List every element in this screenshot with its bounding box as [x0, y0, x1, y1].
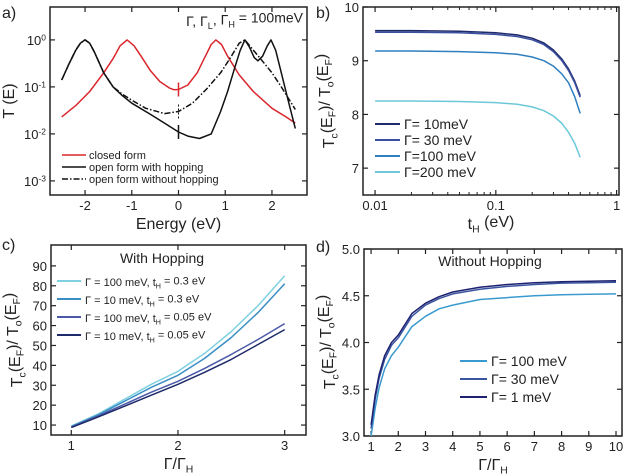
- legend: [57, 280, 81, 336]
- series-line-3: [71, 328, 286, 429]
- panel-title: Without Hopping: [438, 253, 542, 269]
- x-tick-label: 10: [609, 439, 623, 454]
- x-tick-label: 1: [68, 438, 75, 453]
- legend-label: Γ = 10 meV, tH​ = 0.05 eV: [85, 330, 206, 345]
- x-tick-label: 8: [558, 439, 565, 454]
- panel-label: d): [316, 239, 330, 256]
- series-line-2: [61, 39, 296, 115]
- plot-frame: [362, 6, 620, 196]
- series-line-0: [61, 39, 296, 124]
- x-axis-label: Γ/ΓH​: [478, 457, 508, 476]
- y-tick-label: 70: [33, 299, 47, 314]
- y-tick-label: 20: [33, 398, 47, 413]
- legend-label: Γ= 30 meV: [404, 132, 473, 148]
- y-tick-label: 10-1​: [24, 79, 46, 95]
- x-tick-label: 3: [422, 439, 429, 454]
- x-tick-label: 2: [268, 198, 275, 213]
- y-tick-label: 10-2​: [24, 126, 46, 142]
- y-tick-label: 3.5: [342, 382, 360, 397]
- panel-label: b): [316, 5, 330, 22]
- panel-label: c): [2, 237, 15, 254]
- x-tick-label: 2: [395, 439, 402, 454]
- legend-label: Γ = 100 meV, tH​ = 0.3 eV: [85, 276, 206, 291]
- panel-b: b): [316, 5, 620, 196]
- legend: [460, 360, 487, 398]
- panel-a: a): [2, 5, 308, 196]
- series-group: [61, 39, 297, 140]
- legend-label: Γ= 1 meV: [491, 389, 552, 405]
- legend-label: Γ=100 meV: [404, 148, 477, 164]
- y-tick-label: 80: [33, 279, 47, 294]
- x-tick-label: -2: [79, 198, 91, 213]
- legend-label: Γ = 10 meV, tH​ = 0.3 eV: [85, 294, 200, 309]
- series-line-1: [375, 31, 581, 98]
- legend: [375, 123, 400, 173]
- series-group: [370, 280, 617, 436]
- series-group: [70, 275, 286, 429]
- plot-frame: [363, 248, 623, 437]
- x-tick-label: 1: [613, 198, 620, 213]
- y-tick-label: 40: [33, 358, 47, 373]
- x-tick-label: -1: [126, 198, 138, 213]
- panel-label: a): [2, 5, 16, 22]
- y-tick-label: 4.5: [342, 289, 360, 304]
- x-tick-label: 5: [476, 439, 483, 454]
- series-line-1: [71, 283, 286, 428]
- x-axis-label: tH​ (eV): [468, 214, 515, 236]
- legend-label: Γ = 100 meV, tH​ = 0.05 eV: [85, 312, 212, 327]
- y-tick-label: 10: [33, 418, 47, 433]
- series-line-3: [375, 100, 581, 158]
- x-tick-label: 2: [174, 438, 181, 453]
- annotation: Γ, ΓL​, ΓH​ = 100meV: [186, 10, 304, 32]
- series-line-2: [370, 280, 617, 425]
- series-line-2: [375, 50, 581, 114]
- x-tick-label: 0: [175, 198, 182, 213]
- legend-label: Γ= 10meV: [404, 116, 469, 132]
- x-axis-label: Γ/ΓH​: [164, 456, 194, 476]
- y-tick-label: 5.0: [342, 242, 360, 257]
- x-tick-label: 6: [504, 439, 511, 454]
- x-tick-label: 3: [281, 438, 288, 453]
- y-tick-label: 50: [33, 338, 47, 353]
- y-axis-label: T (E): [1, 83, 18, 118]
- series-line-0: [370, 293, 617, 436]
- x-tick-label: 1: [367, 439, 374, 454]
- y-axis-label: Tc​(EF​)/ To​(EF​): [313, 54, 340, 149]
- x-axis-label: Energy (eV): [136, 216, 221, 233]
- y-axis-label: Tc​(EF​)/ To​(EF​): [314, 295, 341, 390]
- panel-d: d): [316, 239, 623, 437]
- y-tick-label: 4.0: [342, 336, 360, 351]
- y-tick-label: 60: [33, 319, 47, 334]
- panel-title: With Hopping: [120, 250, 204, 266]
- x-tick-label: 4: [449, 439, 456, 454]
- legend: [62, 154, 86, 180]
- y-tick-label: 10-3​: [24, 173, 46, 189]
- legend-label: Γ=200 meV: [404, 164, 477, 180]
- y-tick-label: 90: [33, 259, 47, 274]
- y-tick-label: 7: [352, 161, 359, 176]
- panel-c: c): [2, 237, 307, 436]
- series-line-0: [70, 275, 286, 427]
- legend-label: open form without hopping: [89, 174, 219, 186]
- legend-label: closed form: [89, 150, 146, 162]
- legend-label: open form with hopping: [89, 162, 203, 174]
- y-tick-label: 8: [352, 107, 359, 122]
- legend-label: Γ= 30 meV: [491, 371, 560, 387]
- x-tick-label: 7: [531, 439, 538, 454]
- y-axis-label: Tc​(EF​)/ To​(EF​): [1, 293, 28, 388]
- legend-label: Γ= 100 meV: [491, 353, 567, 369]
- x-tick-label: 0.01: [362, 198, 387, 213]
- y-tick-label: 3.0: [342, 429, 360, 444]
- x-tick-label: 0.1: [487, 198, 505, 213]
- series-line-2: [71, 322, 286, 428]
- y-tick-label: 10: [345, 0, 359, 15]
- x-tick-label: 1: [222, 198, 229, 213]
- series-group: [375, 29, 581, 158]
- y-tick-label: 9: [352, 54, 359, 69]
- x-tick-label: 9: [585, 439, 592, 454]
- y-tick-label: 30: [33, 378, 47, 393]
- series-line-1: [370, 281, 617, 429]
- y-tick-label: 100​: [27, 32, 46, 48]
